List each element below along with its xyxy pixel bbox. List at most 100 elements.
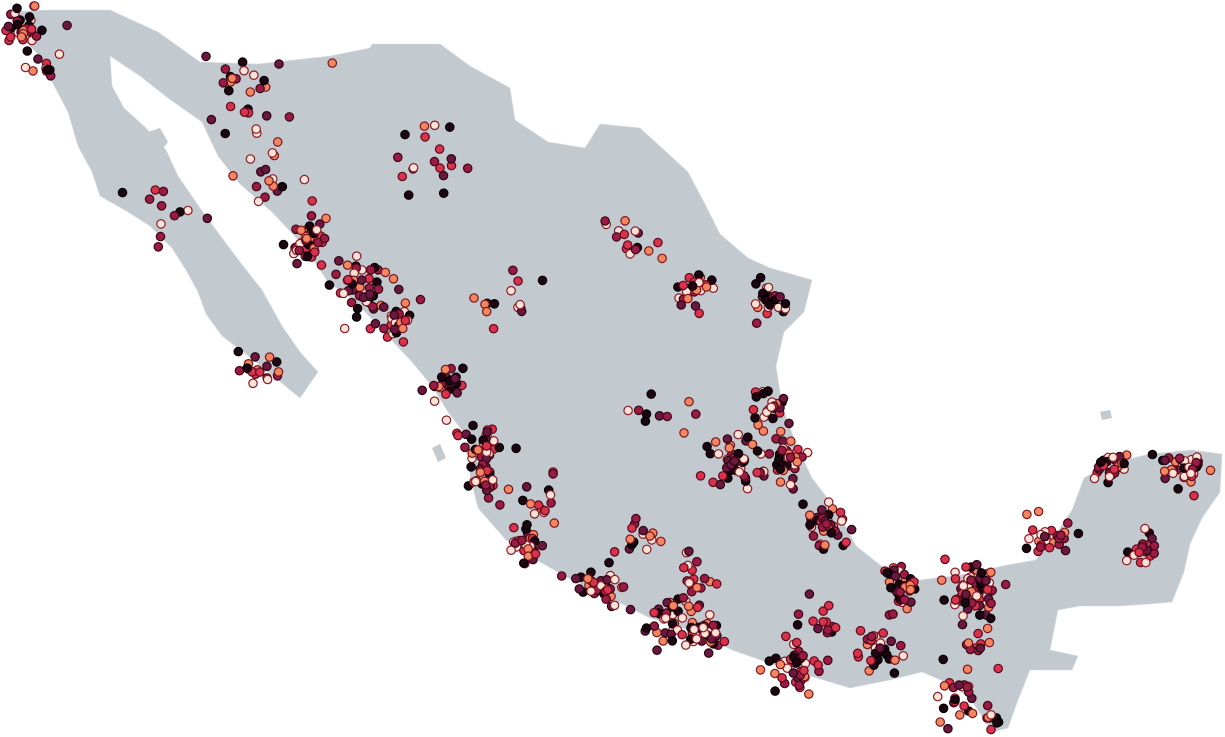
occurrence-point-mazatlan[interactable] <box>452 387 462 398</box>
occurrence-point-yucatan-east[interactable] <box>1168 468 1178 479</box>
occurrence-point-tamaulipas-north[interactable] <box>764 300 775 310</box>
occurrence-point-baja-norte-coast[interactable] <box>22 46 33 56</box>
occurrence-point-jalisco-interior[interactable] <box>549 518 560 528</box>
occurrence-point-baja-sur-north[interactable] <box>117 187 128 198</box>
occurrence-point-michoacan-coast[interactable] <box>556 571 567 581</box>
occurrence-point-sonora-north[interactable] <box>261 111 272 121</box>
occurrence-point-san-luis-potosi[interactable] <box>654 410 665 421</box>
occurrence-point-sonora-south[interactable] <box>321 213 331 224</box>
occurrence-point-baja-sur-north[interactable] <box>150 185 161 195</box>
occurrence-point-nuevo-leon[interactable] <box>694 308 704 319</box>
occurrence-point-chiapas-coast[interactable] <box>959 701 969 711</box>
occurrence-point-durango[interactable] <box>481 306 492 317</box>
occurrence-point-sonora-north[interactable] <box>227 73 237 84</box>
occurrence-point-nayarit-coast[interactable] <box>481 441 492 451</box>
occurrence-point-baja-norte-coast[interactable] <box>24 12 35 22</box>
occurrence-point-chiapas-coast[interactable] <box>967 708 978 719</box>
occurrence-point-chihuahua[interactable] <box>403 190 414 200</box>
occurrence-point-tabasco[interactable] <box>961 562 971 572</box>
occurrence-point-huasteca[interactable] <box>710 437 721 447</box>
occurrence-point-hermosillo-coast[interactable] <box>264 176 274 186</box>
occurrence-point-huasteca[interactable] <box>715 479 726 490</box>
occurrence-point-oaxaca-coast[interactable] <box>813 660 823 670</box>
occurrence-point-oaxaca-interior[interactable] <box>818 606 828 616</box>
occurrence-point-sonora-north[interactable] <box>272 137 283 147</box>
occurrence-point-quintana-roo-south[interactable] <box>1121 555 1132 566</box>
occurrence-point-baja-sur-north[interactable] <box>158 186 169 197</box>
occurrence-point-michoacan-interior[interactable] <box>656 536 666 547</box>
occurrence-point-oaxaca-coast[interactable] <box>764 656 775 666</box>
occurrence-point-coahuila[interactable] <box>600 216 610 226</box>
occurrence-point-huasteca[interactable] <box>724 443 735 453</box>
occurrence-point-sonora-north[interactable] <box>206 114 217 125</box>
occurrence-point-campeche-coast[interactable] <box>1033 506 1044 517</box>
occurrence-point-hermosillo-coast[interactable] <box>253 196 264 207</box>
occurrence-point-chiapas-coast[interactable] <box>954 710 965 720</box>
occurrence-point-coahuila[interactable] <box>630 244 641 255</box>
occurrence-point-jalisco-interior[interactable] <box>517 495 528 506</box>
occurrence-point-oaxaca-interior[interactable] <box>818 616 828 627</box>
occurrence-point-chihuahua[interactable] <box>400 129 410 140</box>
occurrence-point-baja-sur-la-paz[interactable] <box>250 352 260 362</box>
occurrence-point-tamaulipas-south[interactable] <box>784 418 794 429</box>
occurrence-point-san-luis-potosi[interactable] <box>633 405 644 416</box>
occurrence-point-chiapas-coast[interactable] <box>935 717 945 727</box>
occurrence-point-tapachula[interactable] <box>992 717 1002 728</box>
occurrence-point-nayarit-coast[interactable] <box>511 443 521 454</box>
occurrence-point-sinaloa-north[interactable] <box>365 264 376 275</box>
occurrence-point-oaxaca-interior[interactable] <box>822 625 833 635</box>
occurrence-point-yucatan-north[interactable] <box>1108 452 1118 463</box>
occurrence-point-huasteca[interactable] <box>733 448 744 459</box>
occurrence-point-coatzacoalcos[interactable] <box>882 567 892 578</box>
occurrence-point-sonora-north[interactable] <box>251 124 262 134</box>
occurrence-point-baja-sur-la-paz[interactable] <box>254 367 265 377</box>
occurrence-point-sinaloa-north[interactable] <box>373 284 384 294</box>
occurrence-point-san-luis-potosi[interactable] <box>690 409 701 419</box>
occurrence-point-ensenada-coast[interactable] <box>54 49 65 59</box>
occurrence-point-tabasco[interactable] <box>976 568 987 578</box>
occurrence-point-yucatan-north[interactable] <box>1119 458 1129 469</box>
occurrence-point-oaxaca-coast[interactable] <box>780 631 791 642</box>
occurrence-point-sonora-north[interactable] <box>218 78 229 88</box>
occurrence-point-istmo[interactable] <box>875 643 885 653</box>
occurrence-point-tabasco[interactable] <box>950 573 961 584</box>
occurrence-point-michoacan-coast[interactable] <box>609 574 620 585</box>
occurrence-point-sinaloa-north[interactable] <box>351 312 362 322</box>
occurrence-point-michoacan-coast[interactable] <box>602 585 613 595</box>
occurrence-point-coatzacoalcos[interactable] <box>895 587 905 597</box>
occurrence-point-sonora-south[interactable] <box>309 247 320 257</box>
occurrence-point-acapulco[interactable] <box>698 622 708 633</box>
occurrence-point-coatzacoalcos[interactable] <box>905 584 916 595</box>
occurrence-point-sinaloa-north[interactable] <box>378 302 389 312</box>
occurrence-point-huasteca[interactable] <box>722 434 733 444</box>
occurrence-point-yucatan-north[interactable] <box>1104 471 1115 482</box>
occurrence-point-veracruz-central[interactable] <box>804 510 815 520</box>
occurrence-point-michoacan-interior[interactable] <box>627 523 637 533</box>
occurrence-point-durango[interactable] <box>513 276 523 286</box>
occurrence-point-sonora-north[interactable] <box>220 64 231 74</box>
occurrence-point-nayarit-coast[interactable] <box>494 442 505 453</box>
occurrence-point-yucatan-east[interactable] <box>1160 455 1170 466</box>
occurrence-point-yucatan-east[interactable] <box>1159 466 1170 477</box>
occurrence-point-tabasco[interactable] <box>971 559 982 570</box>
occurrence-point-guerrero-coast[interactable] <box>649 607 659 618</box>
occurrence-point-sonora-south[interactable] <box>292 258 302 269</box>
occurrence-point-ensenada-coast[interactable] <box>33 54 43 64</box>
occurrence-point-colima-coast[interactable] <box>530 548 541 559</box>
occurrence-point-chiapas-interior[interactable] <box>975 643 986 653</box>
occurrence-point-mazatlan[interactable] <box>440 364 451 375</box>
occurrence-point-colima-coast[interactable] <box>508 522 519 533</box>
occurrence-point-istmo[interactable] <box>889 668 900 678</box>
occurrence-point-tabasco[interactable] <box>974 610 985 620</box>
occurrence-point-tamaulipas-north[interactable] <box>750 299 761 309</box>
occurrence-point-guerrero-coast[interactable] <box>641 623 652 633</box>
occurrence-point-sonora-north[interactable] <box>249 70 259 80</box>
occurrence-point-sonora-north[interactable] <box>220 128 230 139</box>
occurrence-point-veracruz-north[interactable] <box>785 452 796 463</box>
occurrence-point-san-luis-potosi[interactable] <box>662 411 672 422</box>
occurrence-point-sonora-north[interactable] <box>245 87 256 97</box>
occurrence-point-veracruz-central[interactable] <box>846 524 857 535</box>
occurrence-point-oaxaca-interior[interactable] <box>823 600 834 611</box>
occurrence-point-sinaloa-north[interactable] <box>338 288 349 299</box>
